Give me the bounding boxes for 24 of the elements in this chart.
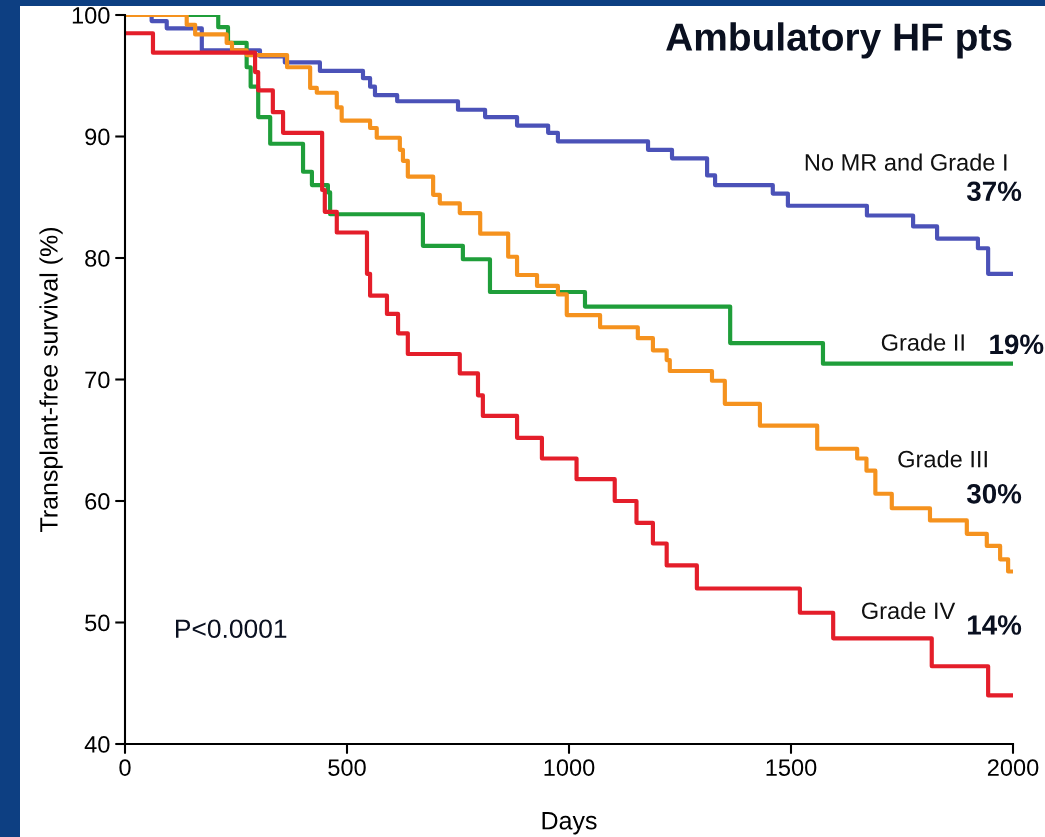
y-axis-title: Transplant-free survival (%) [39,228,63,532]
x-tick-label: 0 [119,759,131,776]
annotation: 30% [966,483,1022,504]
series-label: Grade IV [861,601,956,620]
y-tick-label: 100 [72,7,110,24]
series-label: Grade III [898,450,987,468]
y-tick-label: 60 [85,493,110,510]
annotation: P<0.0001 [176,619,287,639]
series-label: No MR and Grade I [805,153,1007,171]
y-tick-label: 50 [85,614,110,632]
x-tick-label: 1000 [544,759,595,776]
series-label: Grade II [881,333,964,351]
y-tick-label: 90 [85,128,110,146]
y-tick-label: 80 [85,250,110,267]
x-tick-label: 500 [328,759,366,776]
y-tick-label: 40 [84,736,110,753]
chart-title: Ambulatory HF pts [666,22,1012,59]
x-axis-title: Days [542,812,597,835]
x-tick-label: 1500 [766,759,817,776]
annotation: 37% [966,181,1022,202]
annotation: 14% [968,615,1022,635]
annotation: 19% [990,334,1044,355]
y-tick-label: 70 [85,371,110,389]
x-tick-label: 2000 [987,759,1039,776]
